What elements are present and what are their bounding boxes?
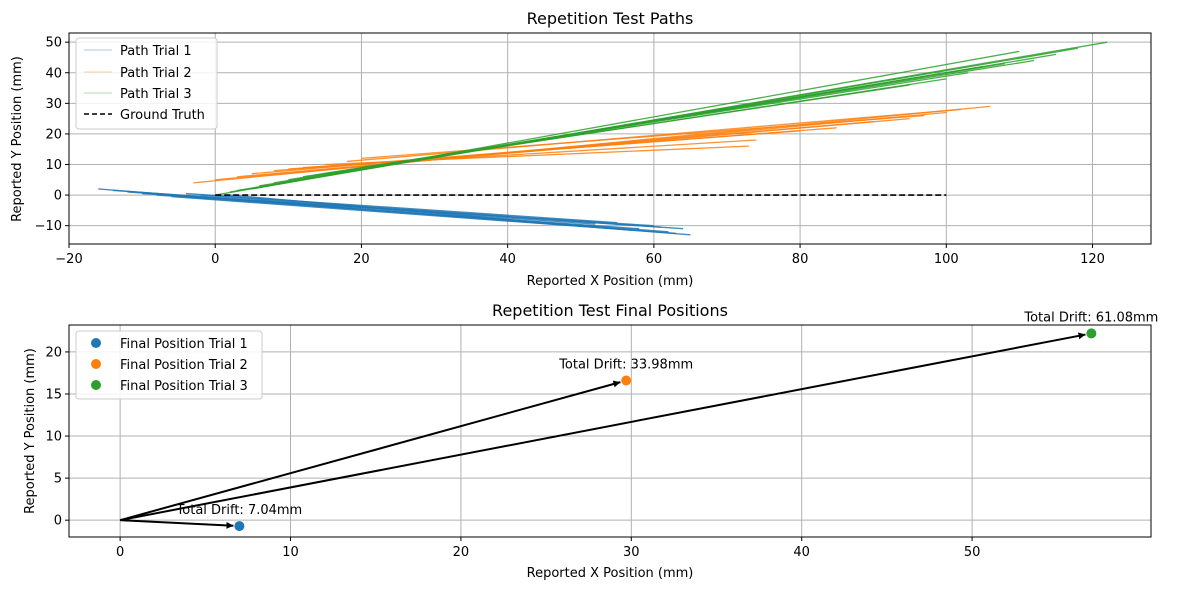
y-tick-label: 10 — [45, 430, 62, 445]
series-3 — [215, 41, 1108, 196]
x-tick-label: 50 — [964, 545, 981, 560]
x-tick-label: 100 — [934, 252, 959, 267]
x-tick-label: 80 — [792, 252, 809, 267]
legend-label-trial-2: Final Position Trial 2 — [120, 358, 248, 373]
series-1 — [98, 188, 691, 236]
final-position-point — [1086, 328, 1097, 339]
path-line — [156, 194, 640, 230]
x-axis-label: Reported X Position (mm) — [527, 566, 694, 581]
final-position-point — [234, 521, 245, 532]
path-line — [215, 197, 596, 225]
drift-annotation: Total Drift: 61.08mm — [1023, 310, 1158, 325]
x-tick-label: 10 — [282, 545, 299, 560]
x-axis-label: Reported X Position (mm) — [527, 274, 694, 289]
x-tick-label: 40 — [499, 252, 516, 267]
path-line — [251, 121, 874, 175]
path-line — [302, 139, 757, 169]
final-points — [234, 328, 1097, 532]
series-2 — [193, 105, 991, 184]
legend-marker-trial-1 — [91, 338, 101, 348]
x-tick-label: 60 — [646, 252, 663, 267]
chart-title: Repetition Test Final Positions — [492, 301, 728, 320]
path-line — [185, 192, 618, 224]
legend-marker-trial-2 — [91, 359, 101, 369]
drift-annotation: Total Drift: 33.98mm — [558, 358, 693, 373]
legend-label-ground-truth: Ground Truth — [120, 108, 205, 123]
legend-label-trial-3: Path Trial 3 — [120, 87, 192, 102]
legend-label-trial-2: Path Trial 2 — [120, 66, 192, 81]
y-tick-label: 40 — [45, 66, 62, 81]
drift-arrow — [120, 519, 234, 529]
y-tick-label: 30 — [45, 97, 62, 112]
y-tick-label: 15 — [45, 387, 62, 402]
drift-annotations: Total Drift: 7.04mm Total Drift: 33.98mm T… — [176, 310, 1159, 518]
drift-arrow — [119, 380, 621, 522]
path-series-group — [98, 41, 1108, 236]
x-tick-label: 20 — [453, 545, 470, 560]
path-line — [229, 194, 632, 231]
legend: Path Trial 1 Path Trial 2 Path Trial 3 G… — [75, 37, 218, 130]
y-tick-label: 5 — [54, 472, 62, 487]
drift-annotation: Total Drift: 7.04mm — [176, 503, 303, 518]
y-tick-labels: −10 0 10 20 30 40 50 — [35, 36, 69, 234]
y-axis-label: Reported Y Position (mm) — [10, 56, 25, 222]
chart-title: Repetition Test Paths — [527, 9, 694, 28]
path-line — [346, 108, 961, 163]
path-line — [200, 194, 662, 228]
plot-frame — [68, 324, 1152, 538]
path-line — [361, 114, 925, 160]
x-tick-label: 20 — [353, 252, 370, 267]
path-line — [324, 145, 749, 166]
path-line — [361, 84, 910, 169]
legend-label-trial-1: Final Position Trial 1 — [120, 337, 248, 352]
y-tick-label: 20 — [45, 127, 62, 142]
legend-label-trial-1: Path Trial 1 — [120, 44, 192, 59]
chart-final-positions: Repetition Test Final Positions Total Dr… — [23, 301, 1158, 581]
drift-arrows — [119, 332, 1086, 529]
chart-paths: Repetition Test Paths −20 0 20 40 60 80 100 120… — [10, 9, 1152, 289]
x-tick-label: 40 — [793, 545, 810, 560]
x-tick-labels: 0 10 20 30 40 50 — [116, 537, 980, 560]
y-tick-label: 0 — [54, 189, 62, 204]
x-tick-labels: −20 0 20 40 60 80 100 120 — [55, 244, 1105, 267]
y-tick-labels: 0 5 10 15 20 — [45, 345, 69, 529]
y-tick-label: −10 — [35, 219, 62, 234]
x-tick-label: 0 — [116, 545, 124, 560]
x-tick-label: 120 — [1080, 252, 1105, 267]
final-position-point — [621, 375, 632, 386]
grid-lines — [68, 33, 1151, 244]
x-tick-label: 30 — [623, 545, 640, 560]
x-tick-label: −20 — [55, 252, 82, 267]
y-tick-label: 20 — [45, 345, 62, 360]
plot-frame — [68, 32, 1152, 245]
legend: Final Position Trial 1 Final Position Tr… — [75, 330, 263, 400]
y-tick-label: 50 — [45, 36, 62, 51]
drift-arrow — [119, 332, 1086, 522]
y-tick-label: 0 — [54, 514, 62, 529]
x-tick-label: 0 — [211, 252, 219, 267]
legend-label-trial-3: Final Position Trial 3 — [120, 379, 248, 394]
y-axis-label: Reported Y Position (mm) — [23, 348, 38, 514]
y-tick-label: 10 — [45, 158, 62, 173]
legend-marker-trial-3 — [91, 380, 101, 390]
